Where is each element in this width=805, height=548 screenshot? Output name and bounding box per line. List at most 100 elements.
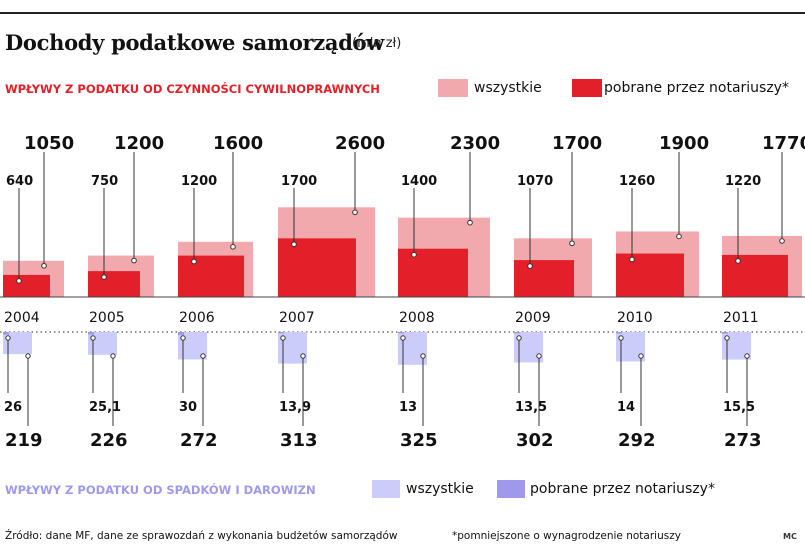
dot-all-2009 <box>569 240 575 247</box>
value-label-all-bottom-2006: 272 <box>180 430 218 451</box>
value-label-all-2011: 1770 <box>762 133 805 154</box>
bar-notary-2011 <box>722 254 788 297</box>
value-label-notary-bottom-2006: 30 <box>179 400 197 415</box>
value-label-notary-2005: 750 <box>91 174 118 189</box>
dot-all-bottom-2005 <box>110 353 116 359</box>
year-label-2006: 2006 <box>179 310 215 326</box>
top-rule <box>0 12 805 14</box>
unit-label: (mln zł) <box>352 36 402 51</box>
year-label-2009: 2009 <box>515 310 551 326</box>
dot-all-bottom-2011 <box>744 353 750 359</box>
dot-all-2011 <box>779 238 785 244</box>
value-label-notary-2009: 1070 <box>517 174 553 189</box>
value-label-all-2005: 1200 <box>114 133 164 154</box>
value-label-notary-bottom-2011: 15,5 <box>723 400 755 415</box>
dot-notary-bottom-2007 <box>280 335 286 341</box>
value-label-all-bottom-2008: 325 <box>400 430 438 451</box>
bar-notary-bottom-2009 <box>514 332 520 334</box>
year-label-2010: 2010 <box>617 310 653 326</box>
value-label-all-2007: 2600 <box>335 133 385 154</box>
source-note: Źródło: dane MF, dane ze sprawozdań z wy… <box>5 530 398 542</box>
value-label-all-2010: 1900 <box>659 133 709 154</box>
dot-all-2004 <box>41 262 47 269</box>
legend-swatch-notary-bottom <box>497 480 525 498</box>
year-label-2007: 2007 <box>279 310 315 326</box>
dot-notary-bottom-2009 <box>516 335 522 341</box>
value-label-notary-2004: 640 <box>6 174 33 189</box>
dot-all-2006 <box>230 244 236 250</box>
value-label-notary-2010: 1260 <box>619 174 655 189</box>
bar-notary-2010 <box>616 253 684 297</box>
bar-all-bottom-2004 <box>3 332 32 355</box>
legend-label-notary-top: pobrane przez notariuszy* <box>604 80 789 96</box>
dot-all-bottom-2007 <box>300 353 306 359</box>
value-label-all-2009: 1700 <box>552 133 602 154</box>
dot-notary-2010 <box>629 256 635 263</box>
dot-notary-2007 <box>291 241 297 248</box>
dot-notary-2005 <box>101 274 107 280</box>
bar-notary-2004 <box>3 274 50 297</box>
dot-notary-2008 <box>411 251 417 258</box>
bar-notary-bottom-2010 <box>616 332 622 334</box>
year-label-2008: 2008 <box>399 310 435 326</box>
bar-notary-2008 <box>398 248 468 297</box>
bottom-section-heading: WPŁYWY Z PODATKU OD SPADKÓW I DAROWIZN <box>5 483 316 497</box>
value-label-all-bottom-2005: 226 <box>90 430 128 451</box>
value-label-notary-bottom-2007: 13,9 <box>279 400 311 415</box>
bar-notary-2006 <box>178 255 244 297</box>
bar-notary-bottom-2006 <box>178 332 184 336</box>
dot-all-bottom-2010 <box>638 353 644 359</box>
year-label-2005: 2005 <box>89 310 125 326</box>
legend-swatch-all-top <box>438 79 468 97</box>
dot-all-2005 <box>131 257 137 264</box>
dot-all-bottom-2004 <box>25 353 31 359</box>
dot-notary-2004 <box>16 278 22 284</box>
value-label-all-bottom-2009: 302 <box>516 430 554 451</box>
dot-all-bottom-2008 <box>420 353 426 359</box>
dot-notary-2009 <box>527 263 533 269</box>
value-label-notary-bottom-2010: 14 <box>617 400 635 415</box>
dot-notary-bottom-2005 <box>90 335 96 341</box>
dot-notary-bottom-2011 <box>724 335 730 341</box>
value-label-all-bottom-2004: 219 <box>5 430 43 451</box>
value-label-all-bottom-2007: 313 <box>280 430 318 451</box>
value-label-all-2006: 1600 <box>213 133 263 154</box>
legend-label-all-top: wszystkie <box>474 80 542 96</box>
value-label-all-bottom-2010: 292 <box>618 430 656 451</box>
bar-notary-2009 <box>514 260 574 297</box>
bar-notary-bottom-2004 <box>3 332 9 335</box>
bar-notary-bottom-2007 <box>278 332 284 334</box>
dot-notary-2006 <box>191 258 197 265</box>
legend-label-all-bottom: wszystkie <box>406 481 474 497</box>
dot-notary-2011 <box>735 258 741 264</box>
dot-all-2007 <box>352 209 358 216</box>
author-credit: MC <box>783 532 797 541</box>
legend-label-notary-bottom: pobrane przez notariuszy* <box>530 481 715 497</box>
bar-notary-bottom-2011 <box>722 332 728 334</box>
top-section-heading: WPŁYWY Z PODATKU OD CZYNNOŚCI CYWILNOPRA… <box>5 82 380 96</box>
value-label-notary-bottom-2008: 13 <box>399 400 417 415</box>
bar-notary-2007 <box>278 238 356 297</box>
value-label-notary-bottom-2009: 13,5 <box>515 400 547 415</box>
chart-title: Dochody podatkowe samorządów <box>5 30 385 55</box>
value-label-notary-bottom-2004: 26 <box>4 400 22 415</box>
legend-swatch-all-bottom <box>372 480 400 498</box>
year-label-2004: 2004 <box>4 310 40 326</box>
bar-notary-bottom-2005 <box>88 332 94 335</box>
value-label-notary-2006: 1200 <box>181 174 217 189</box>
dot-notary-bottom-2010 <box>618 335 624 341</box>
dot-all-bottom-2009 <box>536 353 542 359</box>
value-label-all-2004: 1050 <box>24 133 74 154</box>
dot-all-bottom-2006 <box>200 353 206 359</box>
value-label-notary-2008: 1400 <box>401 174 437 189</box>
bar-notary-bottom-2008 <box>398 332 404 334</box>
year-label-2011: 2011 <box>723 310 759 326</box>
dot-notary-bottom-2008 <box>400 335 406 341</box>
value-label-notary-bottom-2005: 25,1 <box>89 400 121 415</box>
bar-notary-2005 <box>88 271 140 297</box>
dot-notary-bottom-2006 <box>180 335 186 341</box>
dot-notary-bottom-2004 <box>5 335 11 341</box>
dot-all-2008 <box>467 219 473 226</box>
legend-swatch-notary-top <box>572 79 602 97</box>
